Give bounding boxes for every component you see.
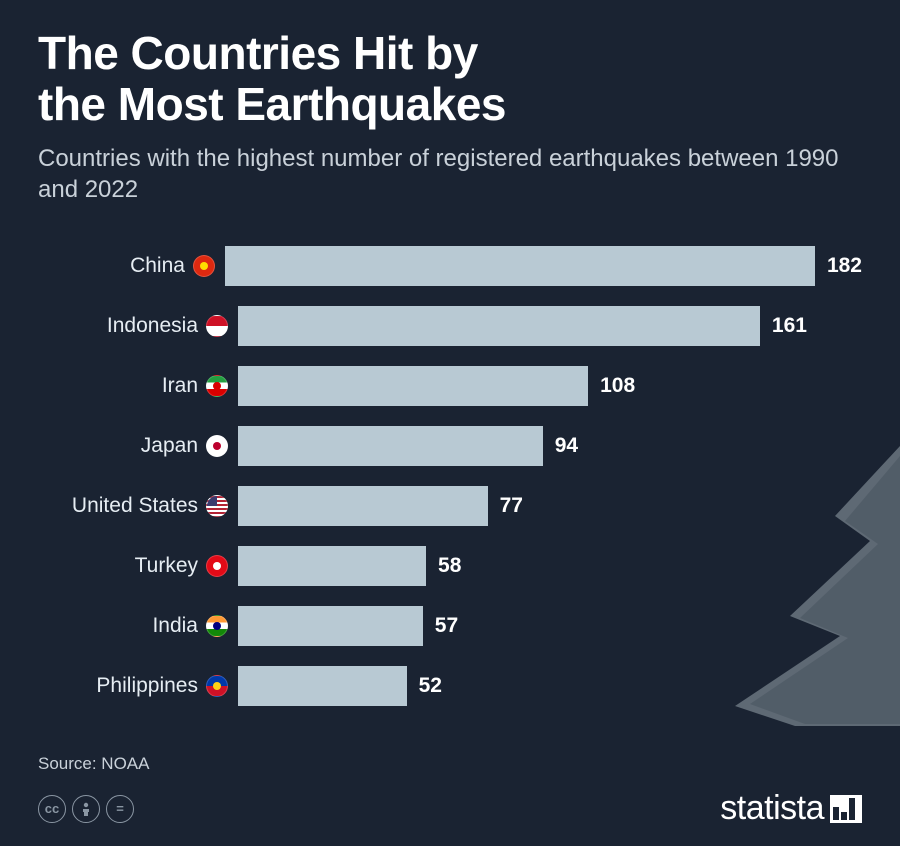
bar (238, 426, 543, 466)
country-label: Iran (162, 374, 198, 398)
bar (225, 246, 815, 286)
cc-nd-icon: = (106, 795, 134, 823)
bar-value: 58 (438, 554, 461, 578)
source-label: Source: NOAA (38, 754, 150, 774)
table-row: Indonesia 161 (38, 298, 862, 354)
bar-value: 94 (555, 434, 578, 458)
cc-license-icons: cc = (38, 795, 134, 823)
table-row: Turkey 58 (38, 538, 862, 594)
country-label: Turkey (135, 554, 198, 578)
country-label: Japan (141, 434, 198, 458)
flag-icon (206, 435, 228, 457)
cc-icon: cc (38, 795, 66, 823)
flag-icon (193, 255, 215, 277)
flag-icon (206, 555, 228, 577)
chart-subtitle: Countries with the highest number of reg… (38, 143, 862, 205)
bar-value: 161 (772, 314, 807, 338)
bar (238, 486, 488, 526)
table-row: India 57 (38, 598, 862, 654)
statista-logo-icon (830, 795, 862, 823)
chart-title: The Countries Hit by the Most Earthquake… (38, 28, 862, 129)
bar-value: 52 (419, 674, 442, 698)
bar (238, 546, 426, 586)
flag-icon (206, 675, 228, 697)
table-row: United States 77 (38, 478, 862, 534)
table-row: China 182 (38, 238, 862, 294)
bar-value: 77 (500, 494, 523, 518)
country-label: Indonesia (107, 314, 198, 338)
bar-value: 182 (827, 254, 862, 278)
country-label: United States (72, 494, 198, 518)
statista-logo: statista (720, 789, 862, 828)
flag-icon (206, 615, 228, 637)
flag-icon (206, 375, 228, 397)
bar-value: 108 (600, 374, 635, 398)
flag-icon (206, 495, 228, 517)
table-row: Philippines 52 (38, 658, 862, 714)
bar (238, 306, 760, 346)
bar-value: 57 (435, 614, 458, 638)
bar (238, 366, 588, 406)
footer: cc = statista (38, 789, 862, 828)
table-row: Japan 94 (38, 418, 862, 474)
bar (238, 666, 407, 706)
country-label: Philippines (96, 674, 198, 698)
country-label: China (130, 254, 185, 278)
bar (238, 606, 423, 646)
country-label: India (152, 614, 198, 638)
table-row: Iran 108 (38, 358, 862, 414)
bar-chart: China 182 Indonesia 161 Iran 108 Japan 94 United… (38, 238, 862, 714)
flag-icon (206, 315, 228, 337)
cc-by-icon (72, 795, 100, 823)
